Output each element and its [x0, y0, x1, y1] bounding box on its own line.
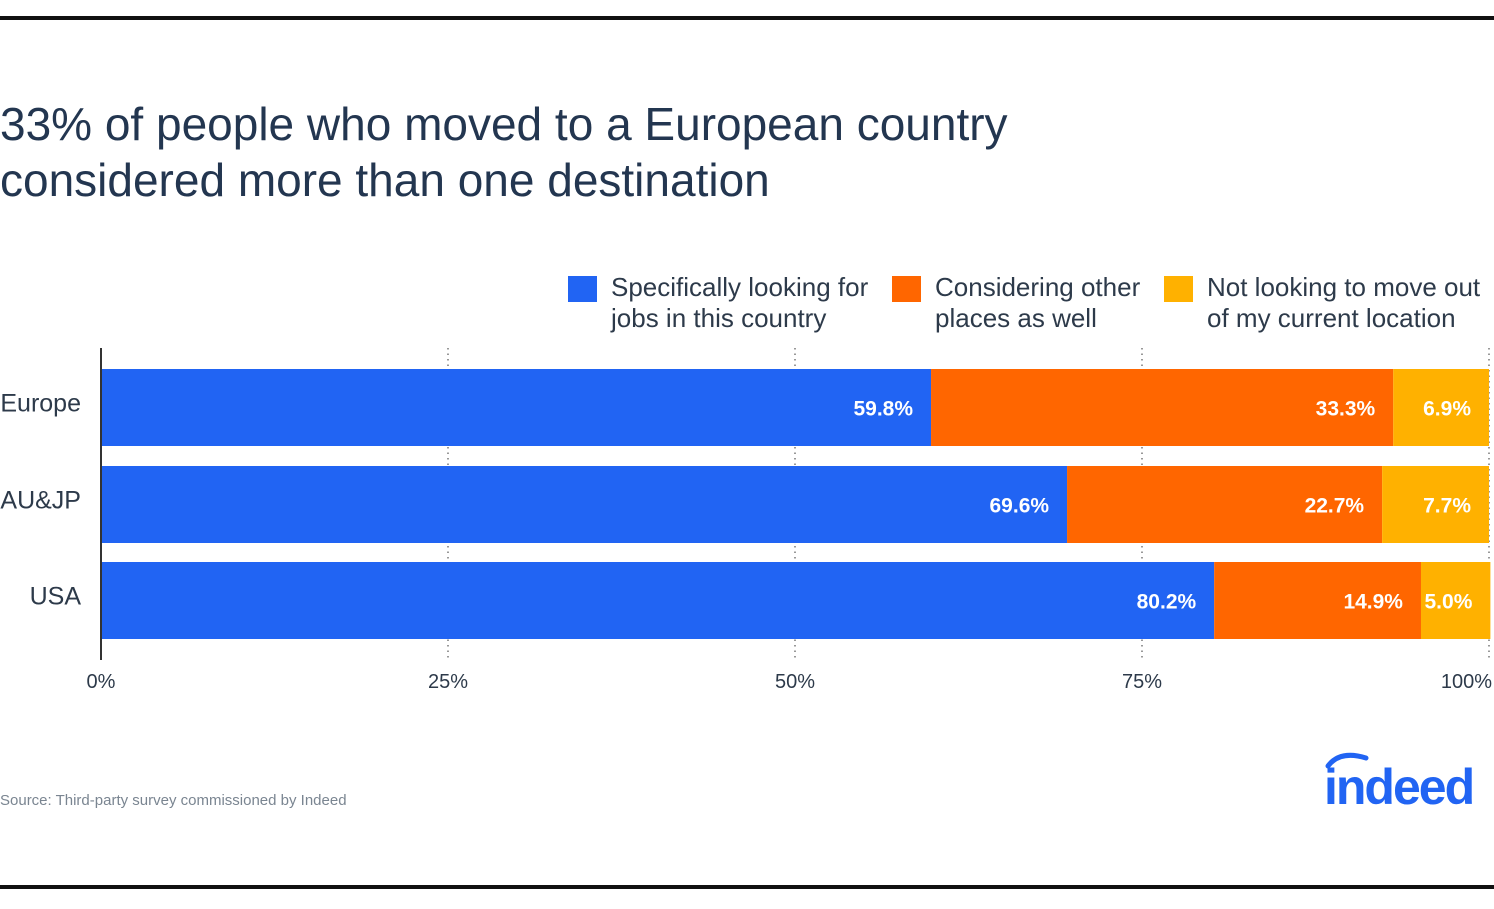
data-label: 59.8% — [853, 398, 913, 421]
data-label: 14.9% — [1343, 591, 1403, 614]
category-label: AU&JP — [0, 487, 81, 515]
x-tick-label: 50% — [775, 671, 815, 693]
x-tick-label: 0% — [87, 671, 116, 693]
data-label: 7.7% — [1423, 495, 1471, 518]
data-label: 22.7% — [1305, 495, 1365, 518]
category-label: USA — [30, 583, 82, 611]
bar-segment — [101, 369, 932, 446]
x-tick-label: 100% — [1441, 671, 1492, 693]
data-label: 33.3% — [1316, 398, 1376, 421]
data-label: 69.6% — [990, 495, 1050, 518]
bar-segment — [1067, 466, 1383, 543]
legend-label: Not looking to move out of my current lo… — [1207, 272, 1481, 333]
bar-segment — [101, 466, 1068, 543]
x-tick-label: 75% — [1122, 671, 1162, 693]
bar-segment — [101, 562, 1215, 639]
legend-swatch-yellow — [1164, 276, 1193, 302]
x-tick-label: 25% — [428, 671, 468, 693]
legend-label: Considering other places as well — [935, 272, 1141, 333]
category-label: Europe — [0, 390, 81, 418]
legend-swatch-blue — [568, 276, 597, 302]
indeed-logo: indeed — [1324, 752, 1475, 815]
data-label: 6.9% — [1423, 398, 1471, 421]
bar-segment — [931, 369, 1394, 446]
data-label: 5.0% — [1425, 591, 1473, 614]
legend: Specifically looking for jobs in this co… — [568, 272, 1494, 342]
bottom-rule — [0, 885, 1494, 889]
legend-label: Specifically looking for jobs in this co… — [611, 272, 869, 333]
legend-swatch-orange — [892, 276, 921, 302]
chart-title: 33% of people who moved to a European co… — [0, 98, 1008, 206]
bar-segment — [1382, 466, 1489, 543]
bar-segment — [1214, 562, 1421, 639]
source-note: Source: Third-party survey commissioned … — [0, 792, 347, 809]
top-rule — [0, 16, 1494, 20]
svg-text:indeed: indeed — [1324, 759, 1473, 815]
bar-segment — [1420, 562, 1491, 639]
bar-segment — [1393, 369, 1489, 446]
data-label: 80.2% — [1137, 591, 1197, 614]
